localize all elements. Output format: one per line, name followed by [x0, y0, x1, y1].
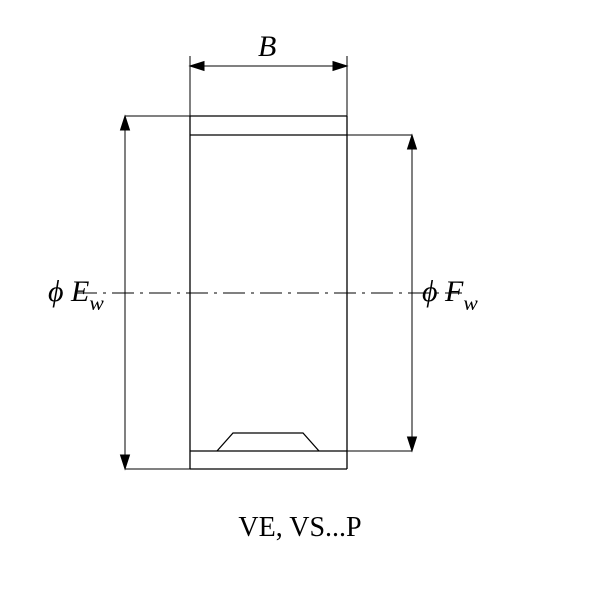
caption: VE, VS...P: [0, 512, 600, 544]
label-Fw: ϕ Fw: [422, 275, 478, 314]
label-B: B: [258, 30, 276, 64]
label-Ew: ϕ Ew: [48, 275, 104, 314]
